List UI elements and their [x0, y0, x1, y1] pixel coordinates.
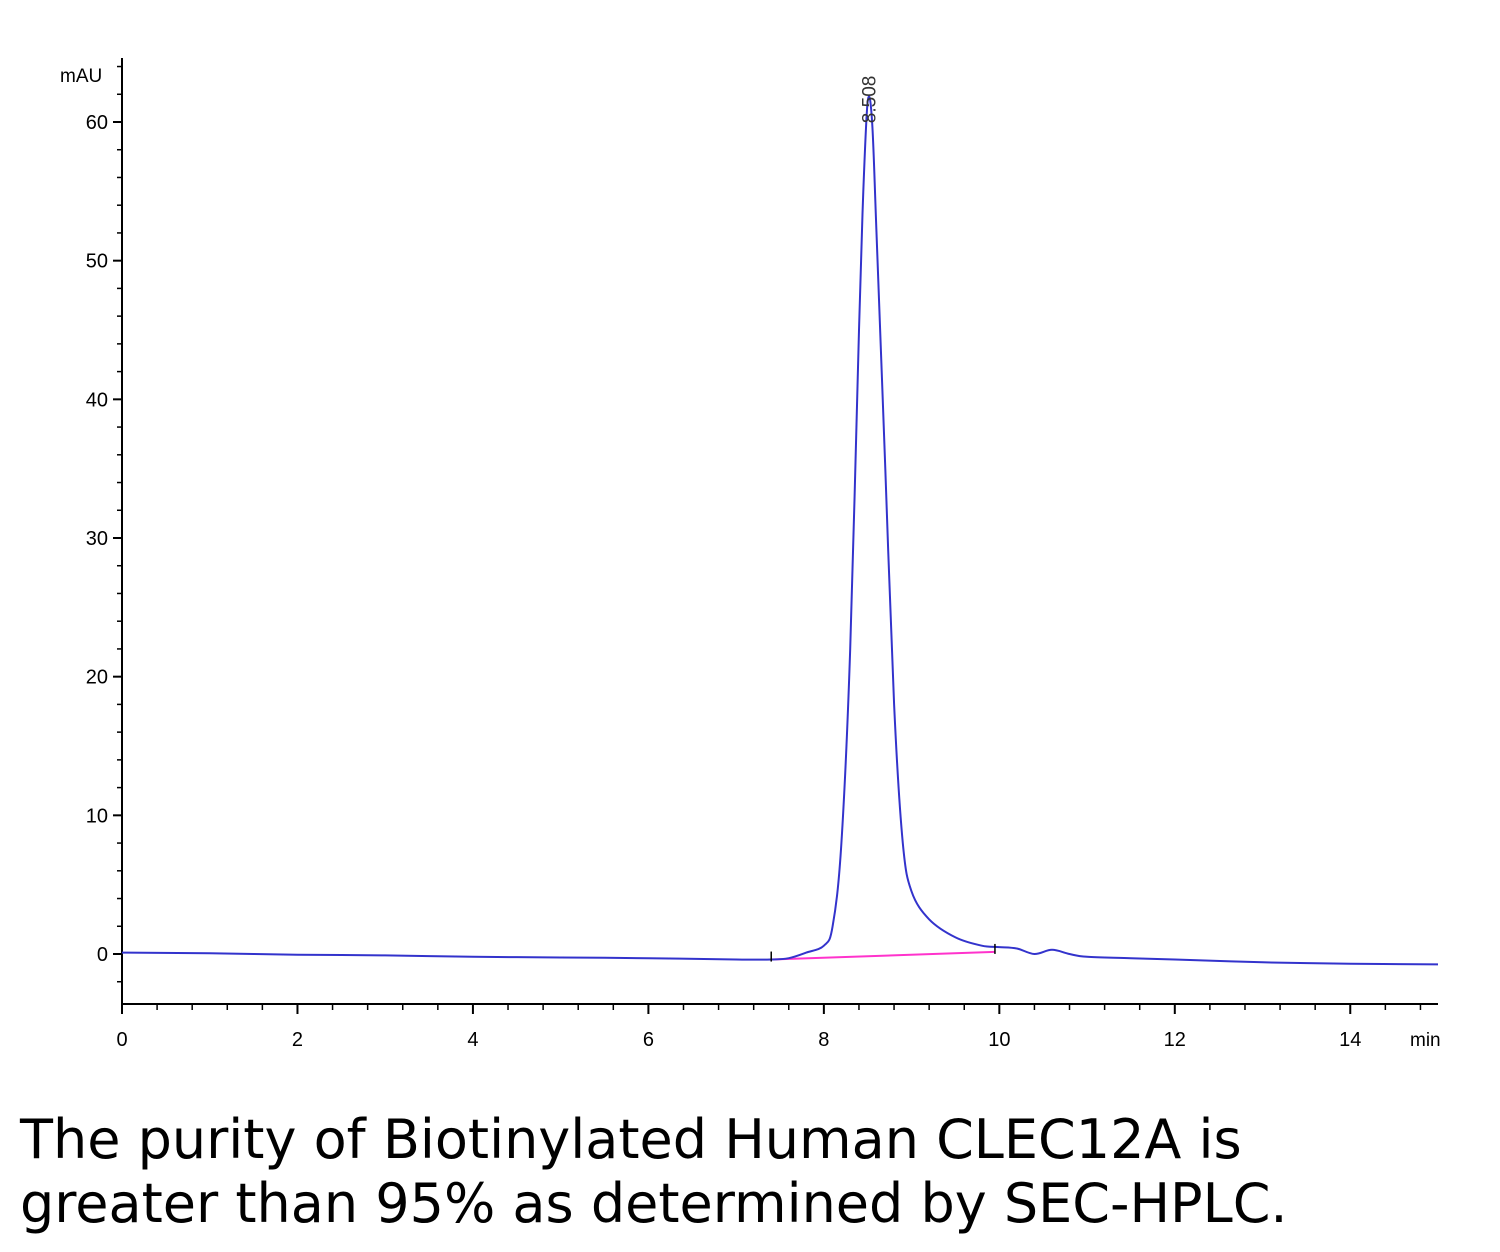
caption-line-2: greater than 95% as determined by SEC-HP…: [20, 1172, 1288, 1235]
x-tick-label: 14: [1339, 1029, 1361, 1051]
y-tick-label: 50: [86, 251, 108, 273]
chromatogram-trace: [121, 95, 1439, 966]
integration-baseline: [771, 950, 995, 961]
y-tick-label: 0: [97, 944, 108, 966]
caption: The purity of Biotinylated Human CLEC12A…: [20, 1108, 1480, 1236]
x-tick-label: 10: [988, 1029, 1010, 1051]
x-tick-label: 2: [292, 1029, 303, 1051]
y-tick-label: 30: [86, 528, 108, 550]
y-unit-label: mAU: [60, 66, 102, 87]
y-tick-label: 20: [86, 667, 108, 689]
caption-line-1: The purity of Biotinylated Human CLEC12A…: [20, 1108, 1242, 1171]
peak-annotations: 8.508: [770, 76, 996, 962]
x-tick-label: 0: [116, 1029, 127, 1051]
x-tick-label: 4: [467, 1029, 478, 1051]
y-tick-label: 60: [86, 112, 108, 134]
sec-hplc-chromatogram: 0 10 20 30 40 50 60 0 2 4 6 8 10 12 14 mAU min 8.508: [60, 58, 1441, 1051]
x-tick-label: 6: [643, 1029, 654, 1051]
y-tick-label: 40: [86, 389, 108, 411]
x-tick-label: 8: [818, 1029, 829, 1051]
y-axis-ticks: 0 10 20 30 40 50 60: [86, 65, 122, 983]
x-tick-label: 12: [1164, 1029, 1186, 1051]
peak-retention-label: 8.508: [859, 76, 880, 124]
plot-area: 8.508: [121, 76, 1439, 966]
y-tick-label: 10: [86, 805, 108, 827]
x-axis-ticks: 0 2 4 6 8 10 12 14: [116, 1004, 1422, 1051]
x-unit-label: min: [1410, 1030, 1441, 1051]
